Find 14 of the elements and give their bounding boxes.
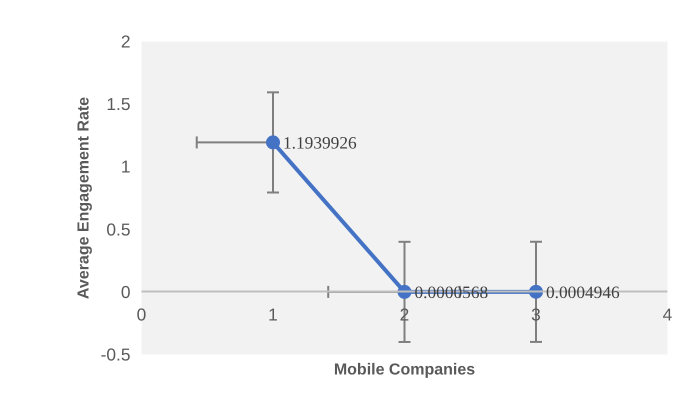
y-axis-title: Average Engagement Rate xyxy=(76,96,93,300)
x-tick-label: 4 xyxy=(662,304,673,324)
x-tick-label: 1 xyxy=(268,304,278,324)
y-tick-label: 2 xyxy=(120,32,131,52)
x-tick-label: 0 xyxy=(136,304,146,324)
text: 0.0004946 xyxy=(546,282,620,302)
x-axis-title: Mobile Companies xyxy=(334,362,476,378)
y-tick-label: 0 xyxy=(120,282,131,302)
y-tick-label: 1.5 xyxy=(106,94,131,114)
text: 1.1939926 xyxy=(283,133,357,152)
y-tick-label: 0.5 xyxy=(106,219,131,240)
point xyxy=(266,135,280,150)
y-tick-label: 1 xyxy=(120,156,131,177)
y-tick-label: -0.5 xyxy=(100,344,130,364)
